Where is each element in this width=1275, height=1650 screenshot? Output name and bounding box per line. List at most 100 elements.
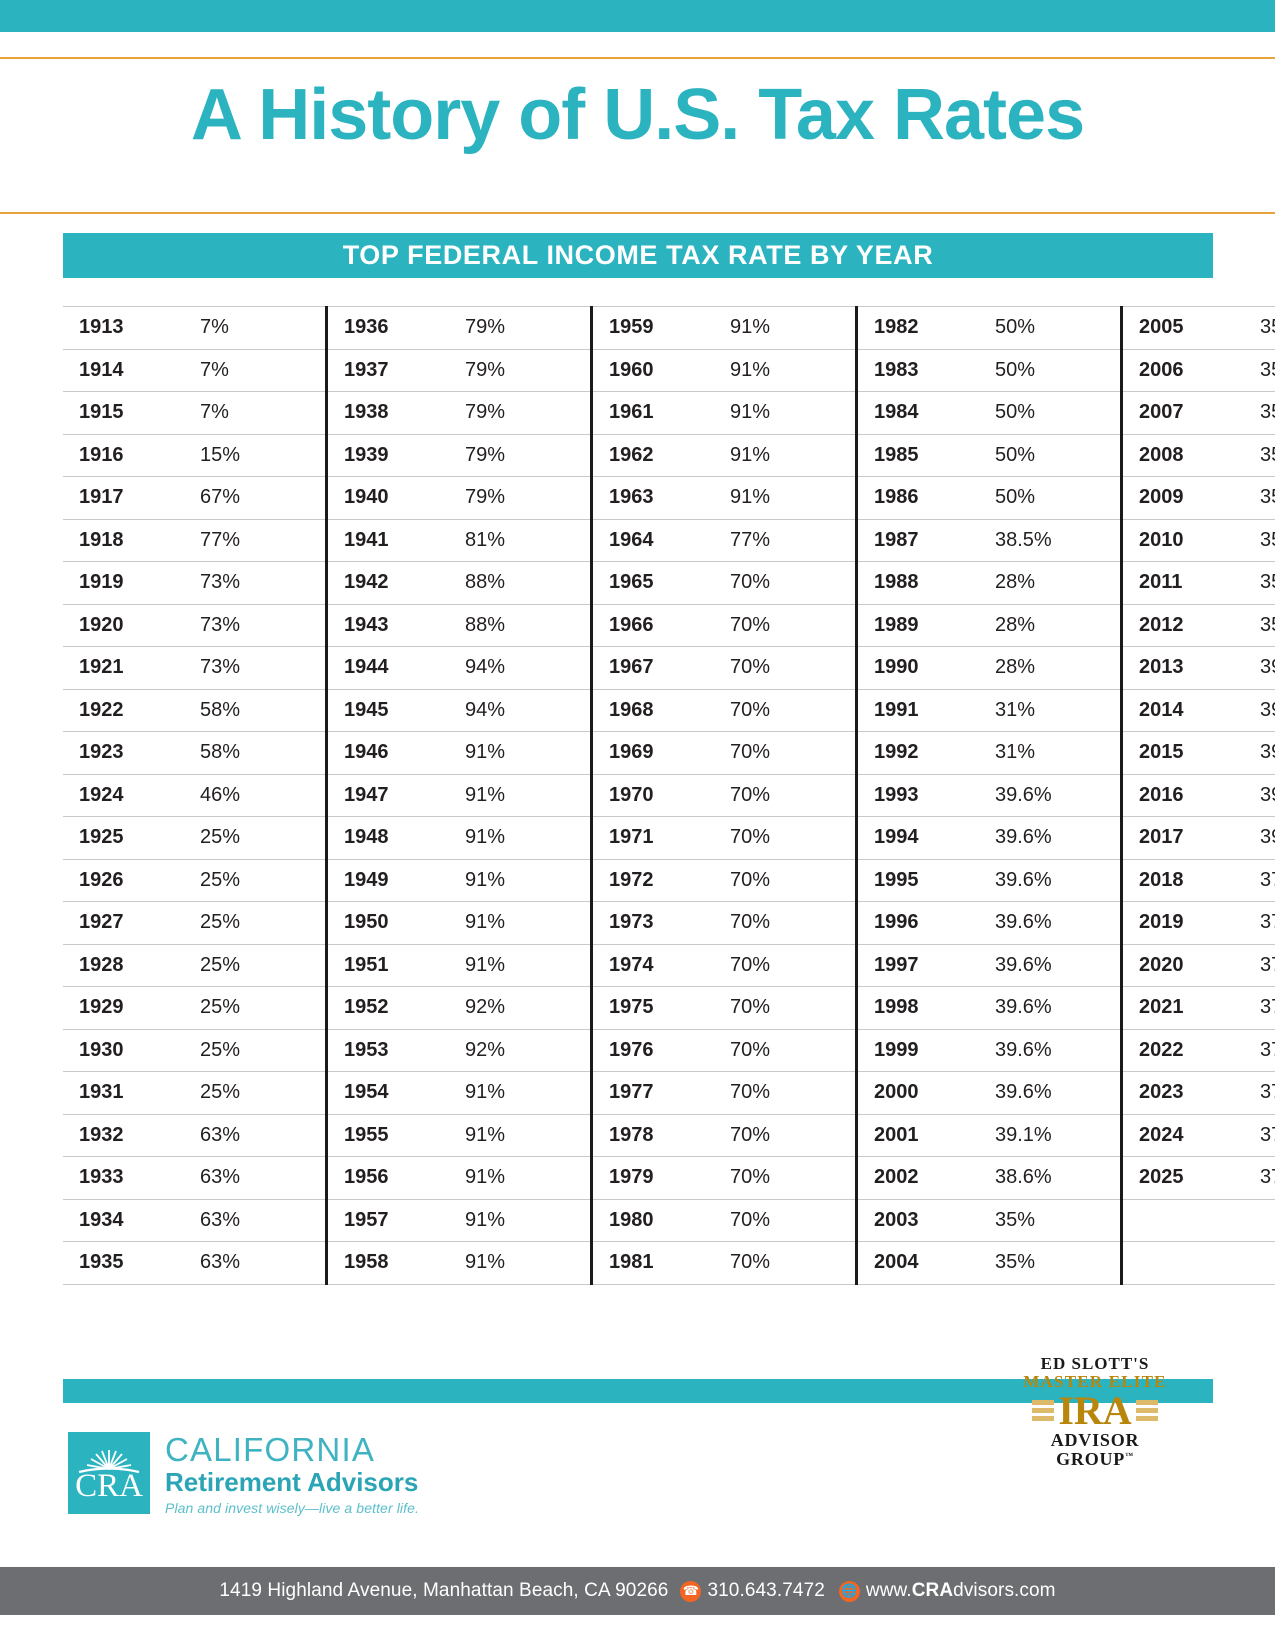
cell-rate: 37% [1244, 858, 1275, 902]
cell-rate: 63% [184, 1156, 327, 1200]
cell-year: 2022 [1120, 1028, 1244, 1072]
cell-rate: 79% [449, 391, 592, 435]
cell-year: 1984 [855, 391, 979, 435]
cell-year: 1914 [63, 348, 184, 392]
cell-rate: 35% [1244, 433, 1275, 477]
footer-website[interactable]: www.CRAdvisors.com [866, 1580, 1056, 1602]
ira-logo-trademark: ™ [1125, 1450, 1134, 1460]
cell-year: 1921 [63, 646, 184, 690]
cell-year: 1967 [590, 646, 714, 690]
cell-year: 1930 [63, 1028, 184, 1072]
cell-year: 2019 [1120, 901, 1244, 945]
cell-year: 1964 [590, 518, 714, 562]
cell-year: 2005 [1120, 306, 1244, 350]
cell-rate: 58% [184, 688, 327, 732]
footer-website-prefix: www. [865, 1580, 912, 1601]
cell-year: 1934 [63, 1198, 184, 1242]
page-title: A History of U.S. Tax Rates [190, 75, 1085, 155]
cell-year: 1990 [855, 646, 979, 690]
cell-year [1120, 1241, 1244, 1285]
cell-rate: 63% [184, 1113, 327, 1157]
cell-year: 1952 [325, 986, 449, 1030]
cell-year: 2010 [1120, 518, 1244, 562]
cell-year: 1957 [325, 1198, 449, 1242]
cell-year: 2006 [1120, 348, 1244, 392]
cell-year: 1992 [855, 731, 979, 775]
cell-rate: 63% [184, 1241, 327, 1285]
cell-rate: 25% [184, 901, 327, 945]
cell-year: 1948 [325, 816, 449, 860]
cell-rate: 39.6% [1244, 688, 1275, 732]
cell-year: 1995 [855, 858, 979, 902]
cell-rate: 37% [1244, 1028, 1275, 1072]
cell-year: 2001 [855, 1113, 979, 1157]
cell-rate: 39.6% [979, 943, 1122, 987]
cell-year: 1944 [325, 646, 449, 690]
cell-rate: 25% [184, 986, 327, 1030]
cell-year: 2007 [1120, 391, 1244, 435]
footer-website-suffix: dvisors.com [953, 1580, 1056, 1601]
cell-rate: 79% [449, 433, 592, 477]
cell-year: 1977 [590, 1071, 714, 1115]
cell-year: 1999 [855, 1028, 979, 1072]
cell-year: 1940 [325, 476, 449, 520]
cell-year: 1965 [590, 561, 714, 605]
phone-icon: ☎ [680, 1580, 702, 1602]
cell-rate: 70% [714, 986, 857, 1030]
cell-rate: 79% [449, 348, 592, 392]
cell-rate [1244, 1198, 1275, 1242]
cell-rate: 92% [449, 986, 592, 1030]
cell-year: 1924 [63, 773, 184, 817]
cell-year: 1945 [325, 688, 449, 732]
cell-year: 1978 [590, 1113, 714, 1157]
cell-rate: 35% [1244, 561, 1275, 605]
footer-phone[interactable]: 310.643.7472 [707, 1580, 825, 1601]
cell-year: 1953 [325, 1028, 449, 1072]
cell-year: 1961 [590, 391, 714, 435]
cell-year: 2003 [855, 1198, 979, 1242]
footer-website-bold: CRA [911, 1580, 954, 1601]
cell-rate: 39.6% [979, 1028, 1122, 1072]
cell-year: 1951 [325, 943, 449, 987]
cell-year: 1979 [590, 1156, 714, 1200]
ira-logo-line1: ED SLOTT'S [1040, 1354, 1150, 1373]
cell-year: 1937 [325, 348, 449, 392]
section-header-label: TOP FEDERAL INCOME TAX RATE BY YEAR [342, 240, 934, 270]
cell-year: 1927 [63, 901, 184, 945]
top-accent-bar [0, 0, 1275, 32]
cell-rate: 70% [714, 901, 857, 945]
cell-rate: 70% [714, 561, 857, 605]
cell-rate: 81% [449, 518, 592, 562]
cell-rate: 39.6% [979, 986, 1122, 1030]
cell-year: 1985 [855, 433, 979, 477]
cra-logo-line2: Retirement Advisors [165, 1466, 419, 1497]
cell-rate: 73% [184, 561, 327, 605]
cell-year: 1929 [63, 986, 184, 1030]
cell-rate: 67% [184, 476, 327, 520]
cell-rate: 91% [714, 391, 857, 435]
cell-rate: 39.6% [979, 816, 1122, 860]
cell-year: 2025 [1120, 1156, 1244, 1200]
cell-year: 2017 [1120, 816, 1244, 860]
cell-year: 1943 [325, 603, 449, 647]
cell-year: 1933 [63, 1156, 184, 1200]
cell-year: 2004 [855, 1241, 979, 1285]
cell-rate: 70% [714, 1156, 857, 1200]
ira-logo-line4: ADVISOR [1050, 1429, 1140, 1450]
cell-year: 1994 [855, 816, 979, 860]
cell-rate: 91% [449, 858, 592, 902]
cell-rate: 46% [184, 773, 327, 817]
cell-year: 1973 [590, 901, 714, 945]
cell-year: 2016 [1120, 773, 1244, 817]
cell-rate: 39.6% [979, 858, 1122, 902]
cell-rate: 91% [714, 306, 857, 350]
cell-year: 1971 [590, 816, 714, 860]
cell-year: 1932 [63, 1113, 184, 1157]
